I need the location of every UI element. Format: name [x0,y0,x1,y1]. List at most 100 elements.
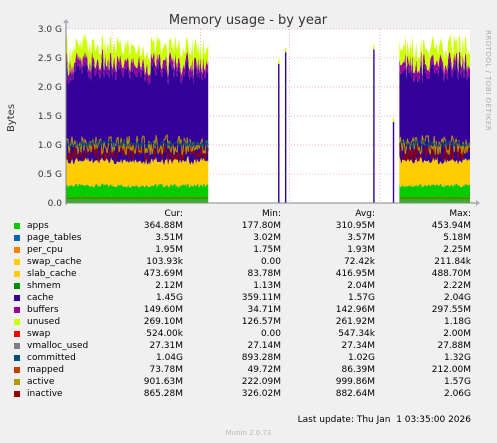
legend-cur-value: 149.60M [143,305,183,315]
y-tick-label: 1.0 G [38,141,62,151]
legend-min-value: 27.14M [247,341,281,351]
legend-series-name: active [27,377,55,387]
y-tick-label: 0.0 [48,199,63,208]
legend-series-name: mapped [27,365,64,375]
legend-avg-value: 27.34M [341,341,375,351]
legend-swatch [14,283,20,289]
area-cache [399,57,470,165]
legend-row-cache: cache 1.45G 359.11M 1.57G 2.04G [0,292,497,304]
legend-swatch [14,235,20,241]
area-slab-cache [66,156,209,188]
header-min: Min: [261,209,281,219]
legend-max-value: 2.04G [443,293,471,303]
header-cur: Cur: [164,209,183,219]
legend-max-value: 2.06G [443,389,471,399]
legend-avg-value: 72.42k [344,257,375,267]
area-page-tables [66,183,209,188]
legend-row-apps: apps 364.88M 177.80M 310.95M 453.94M [0,220,497,232]
y-tick-label: 1.5 G [38,112,62,122]
legend-cur-value: 1.45G [155,293,183,303]
legend-min-value: 359.11M [241,293,281,303]
legend-avg-value: 1.93M [347,245,375,255]
legend-series-name: committed [27,353,76,363]
legend-min-value: 1.75M [253,245,281,255]
legend-swatch [14,355,20,361]
legend-swatch [14,367,20,373]
legend-max-value: 488.70M [431,269,471,279]
legend-max-value: 1.18G [443,317,471,327]
legend-row-committed: committed 1.04G 893.28M 1.02G 1.32G [0,352,497,364]
legend-avg-value: 1.57G [347,293,375,303]
legend-avg-value: 2.04M [347,281,375,291]
legend-swatch [14,319,20,325]
chart-title: Memory usage - by year [169,13,328,28]
line-mapped [65,197,209,199]
legend-series-name: unused [27,317,61,327]
line-committed [398,139,471,149]
line-mapped [399,197,470,199]
legend-avg-value: 547.34k [338,329,375,339]
legend-max-value: 2.25M [443,245,471,255]
munin-version: Munin 2.0.73 [225,429,272,437]
legend-swatch [14,391,20,397]
legend-cur-value: 901.63M [143,377,183,387]
legend-cur-value: 3.51M [155,233,183,243]
last-update-text: Last update: Thu Jan 1 03:35:00 2026 [297,415,471,425]
line-active [398,134,471,155]
header-avg: Avg: [355,209,375,219]
legend-series-name: shmem [27,281,61,291]
legend-table: Cur: Min: Avg: Max: apps 364.88M 177.80M 31… [0,208,497,400]
legend-row-page-tables: page_tables 3.51M 3.02M 3.57M 5.18M [0,232,497,244]
legend-cur-value: 27.31M [149,341,183,351]
legend-max-value: 297.55M [431,305,471,315]
legend-series-name: swap_cache [27,257,82,267]
legend-cur-value: 269.10M [143,317,183,327]
area-shmem [66,156,209,166]
area-unused [399,33,470,77]
legend-cur-value: 103.93k [146,257,183,267]
legend-cur-value: 2.12M [155,281,183,291]
legend-max-value: 1.32G [443,353,471,363]
area-slab-cache [399,156,470,188]
legend-avg-value: 3.57M [347,233,375,243]
legend-avg-value: 882.64M [335,389,375,399]
legend-row-swap: swap 524.00k 0.00 547.34k 2.00M [0,328,497,340]
legend-cur-value: 1.04G [155,353,183,363]
legend-series-name: inactive [27,389,63,399]
legend-cur-value: 364.88M [143,221,183,231]
legend-row-slab-cache: slab_cache 473.69M 83.78M 416.95M 488.70M [0,268,497,280]
legend-min-value: 0.00 [260,329,281,339]
legend-cur-value: 1.95M [155,245,183,255]
legend-row-per-cpu: per_cpu 1.95M 1.75M 1.93M 2.25M [0,244,497,256]
legend-min-value: 893.28M [241,353,281,363]
legend-swatch [14,331,20,337]
legend-series-name: slab_cache [27,269,77,279]
area-buffers [66,49,209,85]
y-tick-label: 0.5 G [38,170,62,180]
legend-header-row: Cur: Min: Avg: Max: [0,208,497,220]
area-buffers [399,49,470,84]
legend-min-value: 177.80M [241,221,281,231]
legend-avg-value: 999.86M [335,377,375,387]
legend-min-value: 83.78M [247,269,281,279]
area-cache [66,56,209,166]
legend-min-value: 34.71M [247,305,281,315]
legend-avg-value: 416.95M [335,269,375,279]
legend-cur-value: 524.00k [146,329,183,339]
legend-series-name: swap [27,329,51,339]
legend-avg-value: 86.39M [341,365,375,375]
legend-cur-value: 473.69M [143,269,183,279]
legend-series-name: per_cpu [27,245,63,255]
memory-chart: Memory usage - by year Bytes RRDTOOL / T… [6,13,492,208]
legend-avg-value: 310.95M [335,221,375,231]
legend-swatch [14,223,20,229]
y-axis-arrow [63,19,69,23]
legend-max-value: 5.18M [443,233,471,243]
legend-series-name: apps [27,221,49,231]
legend-min-value: 1.13M [253,281,281,291]
legend-rows: apps 364.88M 177.80M 310.95M 453.94M page_tab… [0,220,497,400]
legend-series-name: vmalloc_used [27,341,89,351]
header-max: Max: [449,209,471,219]
legend-max-value: 1.57G [443,377,471,387]
legend-series-name: buffers [27,305,59,315]
